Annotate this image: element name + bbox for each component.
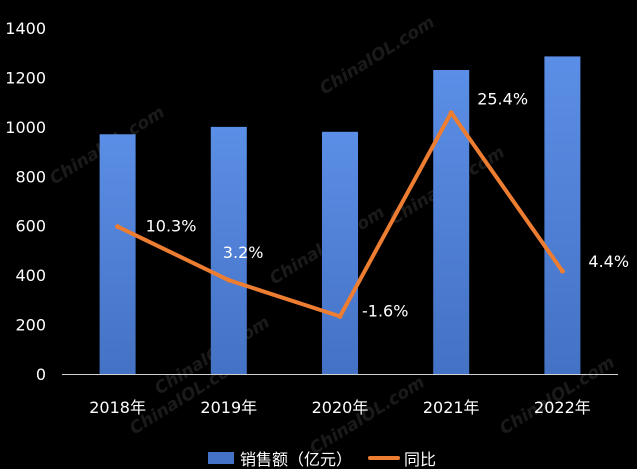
line-point <box>115 224 121 230</box>
axis-layer: 0 200 400 600 800 1000 1200 1400 2018年 2019年 2020年… <box>5 19 618 417</box>
line-series <box>115 110 565 319</box>
x-tick-label: 2018年 <box>89 398 146 417</box>
data-labels: 10.3% 3.2% -1.6% 25.4% 4.4% <box>146 90 629 321</box>
legend-swatch-bar <box>208 452 234 464</box>
legend: 销售额（亿元） 同比 <box>208 450 436 469</box>
y-tick-label: 600 <box>15 217 46 236</box>
y-tick-label: 1400 <box>5 19 46 38</box>
y-tick-label: 1200 <box>5 68 46 87</box>
line-point <box>559 268 565 274</box>
line-point <box>226 277 232 283</box>
bar <box>99 134 136 374</box>
x-tick-label: 2020年 <box>312 398 369 417</box>
line-data-label: 25.4% <box>477 90 528 109</box>
legend-label-line: 同比 <box>404 450 436 469</box>
x-tick-label: 2019年 <box>200 398 257 417</box>
line-point <box>337 313 343 319</box>
bar-series <box>99 56 581 375</box>
x-tick-label: 2021年 <box>423 398 480 417</box>
y-tick-label: 0 <box>36 365 46 384</box>
bar <box>433 70 470 374</box>
line-data-label: 3.2% <box>223 243 264 262</box>
y-tick-label: 200 <box>15 316 46 335</box>
bar <box>322 131 358 374</box>
line-data-label: 10.3% <box>146 217 197 236</box>
bar <box>544 56 581 375</box>
y-tick-label: 400 <box>15 266 46 285</box>
y-tick-label: 1000 <box>5 118 46 137</box>
line-point <box>448 110 454 116</box>
line-data-label: -1.6% <box>362 301 408 320</box>
watermark-text: ChinaIOL.com <box>316 12 438 99</box>
bar <box>210 126 247 374</box>
x-tick-label: 2022年 <box>534 398 591 417</box>
y-tick-label: 800 <box>15 167 46 186</box>
line-data-label: 4.4% <box>588 252 629 271</box>
legend-label-bar: 销售额（亿元） <box>240 450 352 469</box>
